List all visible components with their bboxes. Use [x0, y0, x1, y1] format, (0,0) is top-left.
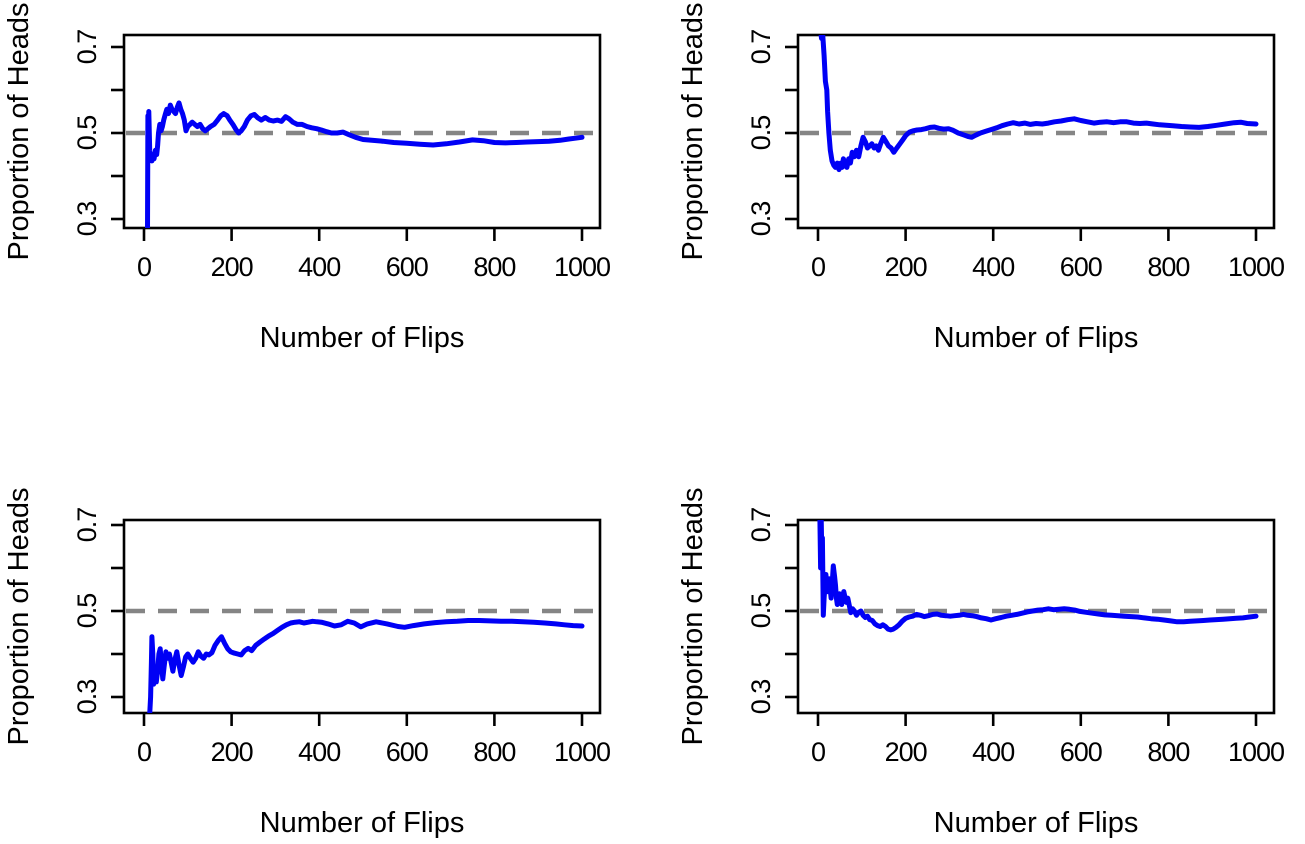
x-axis-tick-label: 0: [811, 252, 825, 282]
x-axis-tick-label: 800: [473, 252, 515, 282]
chart-panel-top-left: 0 200 400 600 800 1000 0.3 0.5 0.7 Number of Flip…: [0, 0, 653, 422]
x-axis-tick-label: 400: [298, 252, 340, 282]
y-axis-tick-label: 0.3: [72, 680, 102, 715]
x-axis-title: Number of Flips: [934, 807, 1139, 839]
x-axis-tick-label: 1000: [1228, 252, 1284, 282]
coin-flip-chart-bottom-left: 0 200 400 600 800 1000 0.3 0.5 0.7 Number of Flip…: [3, 488, 611, 839]
y-axis-tick-label: 0.5: [746, 594, 776, 629]
y-axis-tick-label: 0.5: [72, 594, 102, 629]
y-axis-tick-label: 0.7: [746, 508, 776, 543]
proportion-line: [817, 520, 1259, 633]
y-axis-title: Proportion of Heads: [677, 3, 709, 261]
x-axis-tick-label: 400: [972, 737, 1014, 767]
plot-box: [122, 33, 602, 230]
x-axis-tick-label: 0: [811, 737, 825, 767]
y-axis-tick-label: 0.7: [746, 30, 776, 65]
x-axis-tick-label: 200: [885, 252, 927, 282]
proportion-line: [145, 100, 585, 228]
y-axis-tick-label: 0.7: [72, 508, 102, 543]
x-axis-title: Number of Flips: [934, 322, 1139, 354]
chart-panel-bottom-right: 0 200 400 600 800 1000 0.3 0.5 0.7 Number of Flip…: [653, 422, 1305, 844]
x-axis-tick-label: 600: [386, 252, 428, 282]
x-axis-title: Number of Flips: [260, 322, 465, 354]
y-axis-tick-label: 0.3: [72, 202, 102, 237]
y-axis-tick-label: 0.5: [72, 116, 102, 151]
x-axis-tick-label: 1000: [554, 737, 610, 767]
x-axis-tick-label: 600: [386, 737, 428, 767]
x-axis-tick-label: 0: [137, 252, 151, 282]
x-axis-tick-label: 0: [137, 737, 151, 767]
y-axis-title: Proportion of Heads: [677, 488, 709, 746]
coin-flip-chart-bottom-right: 0 200 400 600 800 1000 0.3 0.5 0.7 Number of Flip…: [677, 488, 1285, 839]
y-axis-title: Proportion of Heads: [3, 3, 35, 261]
x-axis-tick-label: 1000: [554, 252, 610, 282]
proportion-line: [818, 35, 1259, 173]
y-axis-tick-label: 0.3: [746, 680, 776, 715]
x-axis-tick-label: 400: [972, 252, 1014, 282]
coin-flip-chart-top-left: 0 200 400 600 800 1000 0.3 0.5 0.7 Number of Flip…: [3, 3, 611, 354]
chart-panel-top-right: 0 200 400 600 800 1000 0.3 0.5 0.7 Number of Flip…: [653, 0, 1305, 422]
y-axis-tick-label: 0.7: [72, 30, 102, 65]
x-axis-tick-label: 800: [473, 737, 515, 767]
coin-flip-chart-top-right: 0 200 400 600 800 1000 0.3 0.5 0.7 Number of Flip…: [677, 3, 1285, 354]
plot-box: [796, 33, 1276, 230]
y-axis-tick-label: 0.5: [746, 116, 776, 151]
chart-panel-bottom-left: 0 200 400 600 800 1000 0.3 0.5 0.7 Number of Flip…: [0, 422, 653, 844]
x-axis-tick-label: 600: [1060, 252, 1102, 282]
x-axis-tick-label: 1000: [1228, 737, 1284, 767]
x-axis-tick-label: 400: [298, 737, 340, 767]
x-axis-tick-label: 200: [885, 737, 927, 767]
x-axis-tick-label: 800: [1147, 252, 1189, 282]
x-axis-tick-label: 200: [211, 737, 253, 767]
proportion-line: [147, 618, 585, 713]
y-axis-tick-label: 0.3: [746, 202, 776, 237]
x-axis-tick-label: 200: [211, 252, 253, 282]
plot-box: [122, 518, 602, 715]
x-axis-tick-label: 800: [1147, 737, 1189, 767]
x-axis-tick-label: 600: [1060, 737, 1102, 767]
plot-box: [796, 518, 1276, 715]
x-axis-title: Number of Flips: [260, 807, 465, 839]
y-axis-title: Proportion of Heads: [3, 488, 35, 746]
